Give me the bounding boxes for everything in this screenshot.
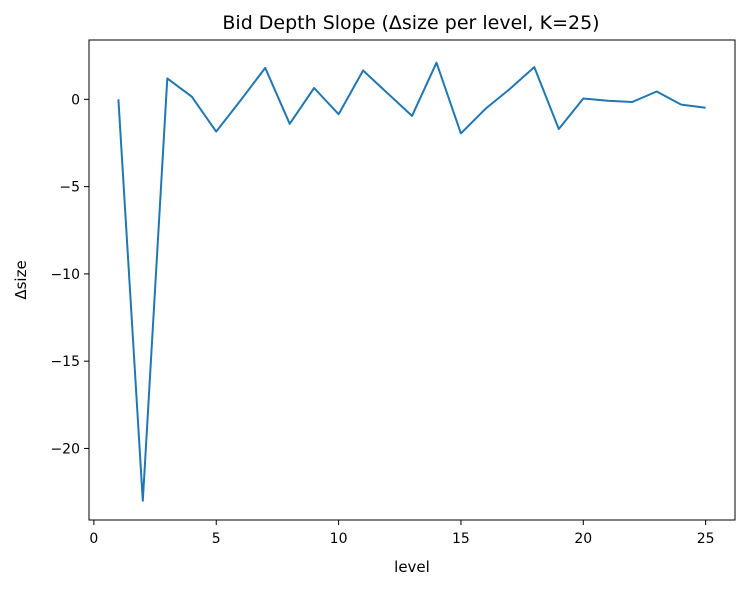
x-tick-label: 20 bbox=[574, 531, 592, 547]
y-tick-label: −5 bbox=[59, 180, 80, 196]
x-tick-label: 10 bbox=[330, 531, 348, 547]
plot-area bbox=[89, 40, 735, 520]
x-tick-label: 15 bbox=[452, 531, 470, 547]
y-tick-label: 0 bbox=[71, 92, 80, 108]
x-tick-label: 5 bbox=[212, 531, 221, 547]
x-tick-label: 0 bbox=[89, 531, 98, 547]
y-axis-label: Δsize bbox=[12, 260, 30, 299]
series-group bbox=[117, 61, 706, 502]
chart-title: Bid Depth Slope (Δsize per level, K=25) bbox=[222, 12, 599, 34]
plot-frame bbox=[88, 39, 736, 521]
x-axis-label: level bbox=[394, 558, 430, 576]
x-tick-label: 25 bbox=[697, 531, 715, 547]
x-axis-ticks: 0 5 10 15 20 25 bbox=[89, 520, 715, 547]
y-tick-label: −15 bbox=[50, 354, 80, 370]
y-tick-label: −10 bbox=[50, 267, 80, 283]
y-axis-ticks: 0 −5 −10 −15 −20 bbox=[50, 92, 89, 457]
y-tick-label: −20 bbox=[50, 441, 80, 457]
series-line bbox=[117, 61, 706, 502]
